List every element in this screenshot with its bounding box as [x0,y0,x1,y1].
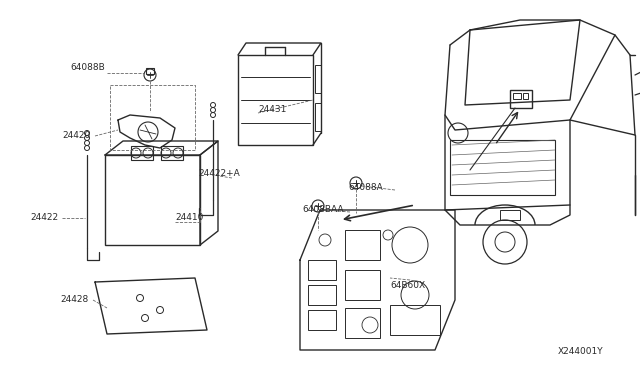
Text: 64088B: 64088B [70,64,105,73]
Bar [345,230,380,260]
Text: 24431: 24431 [258,106,286,115]
Bar [523,93,528,99]
Text: 24422+A: 24422+A [198,170,240,179]
Text: 24420: 24420 [62,131,90,141]
Text: X244001Y: X244001Y [558,347,604,356]
Bar [500,210,520,220]
Text: 24422: 24422 [30,214,58,222]
Text: 64088A: 64088A [348,183,383,192]
Bar [131,146,153,160]
Bar [450,140,555,195]
Bar [238,55,313,145]
Bar [390,305,440,335]
Bar [308,260,336,280]
Bar [308,285,336,305]
Bar [308,310,336,330]
Bar [345,308,380,338]
Bar [315,103,321,131]
Bar [161,146,183,160]
Text: 64B60X: 64B60X [390,282,425,291]
Text: 24410: 24410 [175,214,204,222]
Bar [315,65,321,93]
Bar [513,93,521,99]
Bar [146,68,154,74]
Text: 24428: 24428 [60,295,88,305]
Text: 6408BAA: 6408BAA [302,205,344,215]
Bar [105,155,200,245]
Bar [345,270,380,300]
Bar [510,90,532,108]
